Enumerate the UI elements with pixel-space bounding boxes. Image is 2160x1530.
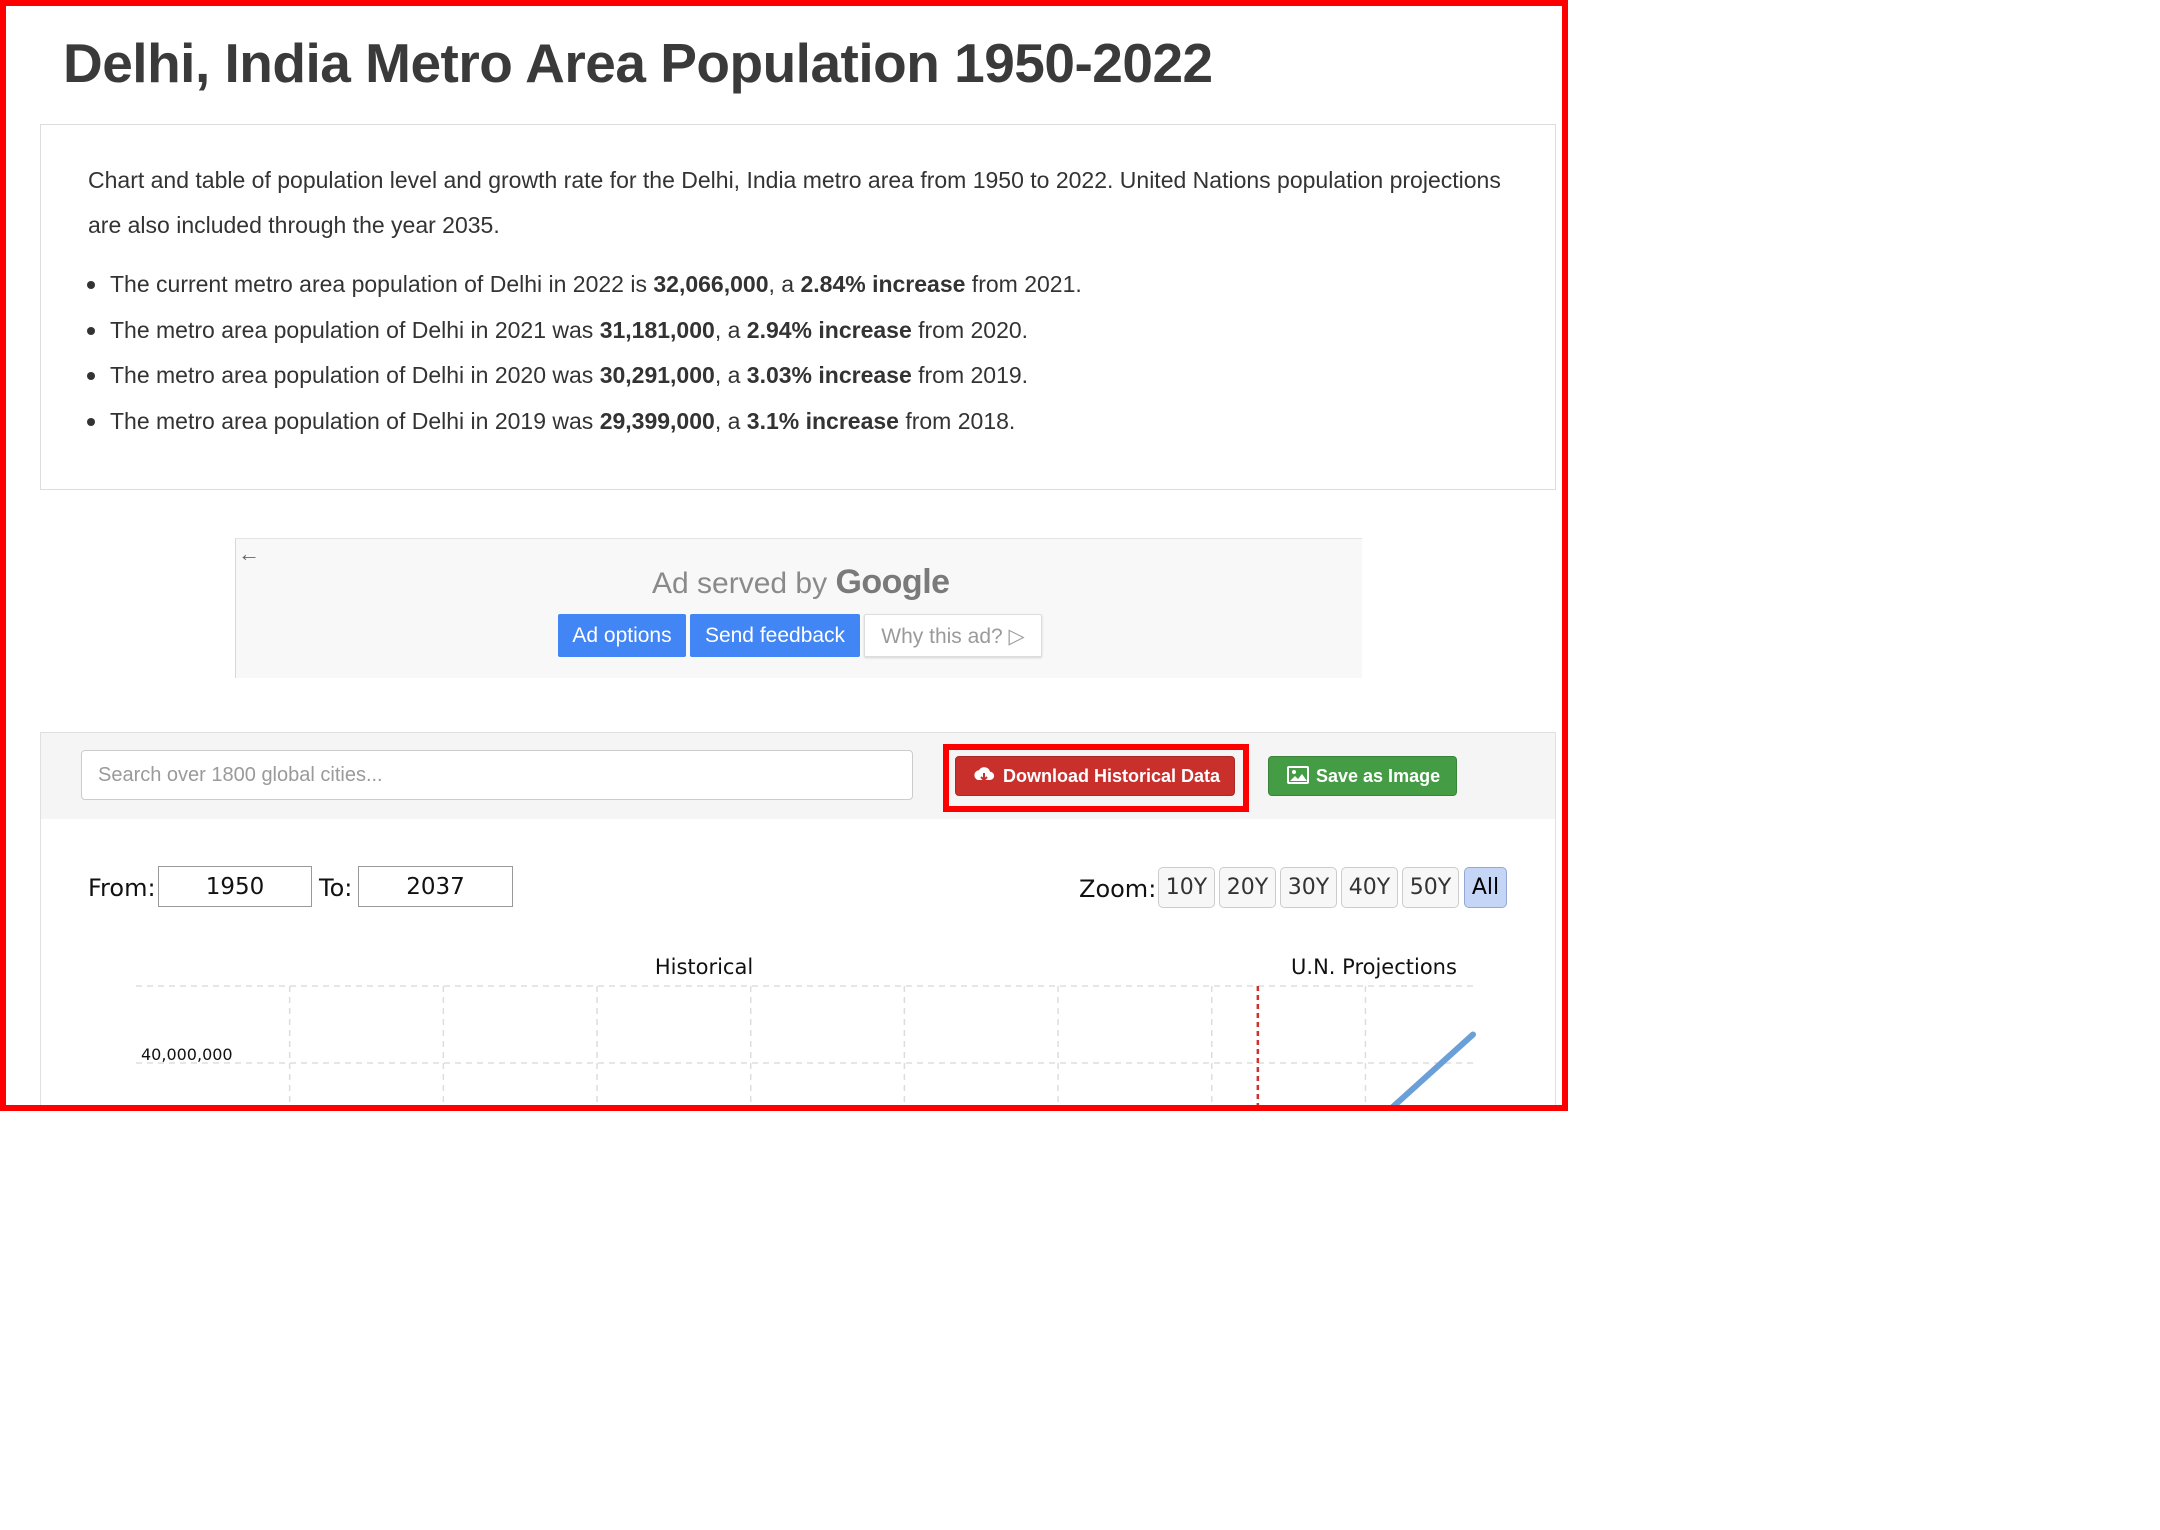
from-label: From: — [88, 874, 156, 902]
to-label: To: — [319, 874, 353, 902]
download-historical-data-button[interactable]: Download Historical Data — [955, 756, 1235, 796]
y-tick-label-40m: 40,000,000 — [141, 1045, 233, 1064]
zoom-30y-button[interactable]: 30Y — [1280, 867, 1337, 908]
section-label-projections: U.N. Projections — [1291, 955, 1457, 979]
zoom-all-button[interactable]: All — [1464, 867, 1507, 908]
section-label-historical: Historical — [655, 955, 753, 979]
chart-panel: From: To: Zoom: 10Y 20Y 30Y 40Y 50Y All … — [40, 819, 1556, 1111]
to-year-input[interactable] — [358, 866, 513, 907]
population-stats-list: The current metro area population of Del… — [87, 262, 1082, 444]
ad-served-by: Ad served by Google — [652, 563, 950, 601]
population-line — [1383, 1031, 1476, 1111]
zoom-10y-button[interactable]: 10Y — [1158, 867, 1215, 908]
population-chart: Historical U.N. Projections 40,000,000 — [136, 955, 1476, 1111]
why-this-ad-button[interactable]: Why this ad? ▷ — [864, 614, 1042, 657]
zoom-40y-button[interactable]: 40Y — [1341, 867, 1398, 908]
intro-box: Chart and table of population level and … — [40, 124, 1556, 490]
highlight-box — [943, 744, 1249, 812]
stat-item: The metro area population of Delhi in 20… — [87, 353, 1082, 399]
ad-block: ← Ad served by Google Ad options Send fe… — [235, 538, 1362, 678]
image-icon — [1287, 766, 1309, 784]
stat-item: The metro area population of Delhi in 20… — [87, 399, 1082, 445]
save-as-image-button[interactable]: Save as Image — [1268, 756, 1457, 796]
download-label: Download Historical Data — [1003, 766, 1221, 786]
intro-description: Chart and table of population level and … — [88, 167, 1501, 238]
toolbar: Download Historical Data Save as Image — [40, 732, 1556, 820]
vertical-gridlines — [288, 986, 1367, 1111]
back-arrow-icon[interactable]: ← — [238, 541, 260, 566]
stat-item: The metro area population of Delhi in 20… — [87, 308, 1082, 354]
zoom-50y-button[interactable]: 50Y — [1402, 867, 1459, 908]
stat-item: The current metro area population of Del… — [87, 262, 1082, 308]
google-logo: Google — [835, 563, 950, 601]
save-label: Save as Image — [1316, 766, 1441, 786]
info-arrow-icon: ▷ — [1008, 625, 1025, 648]
page-title: Delhi, India Metro Area Population 1950-… — [63, 32, 1213, 94]
zoom-20y-button[interactable]: 20Y — [1219, 867, 1276, 908]
zoom-label: Zoom: — [1079, 875, 1157, 903]
cloud-download-icon — [974, 767, 995, 782]
from-year-input[interactable] — [158, 866, 312, 907]
ad-options-button[interactable]: Ad options — [558, 614, 686, 657]
city-search-input[interactable] — [81, 750, 913, 800]
send-feedback-button[interactable]: Send feedback — [690, 614, 860, 657]
